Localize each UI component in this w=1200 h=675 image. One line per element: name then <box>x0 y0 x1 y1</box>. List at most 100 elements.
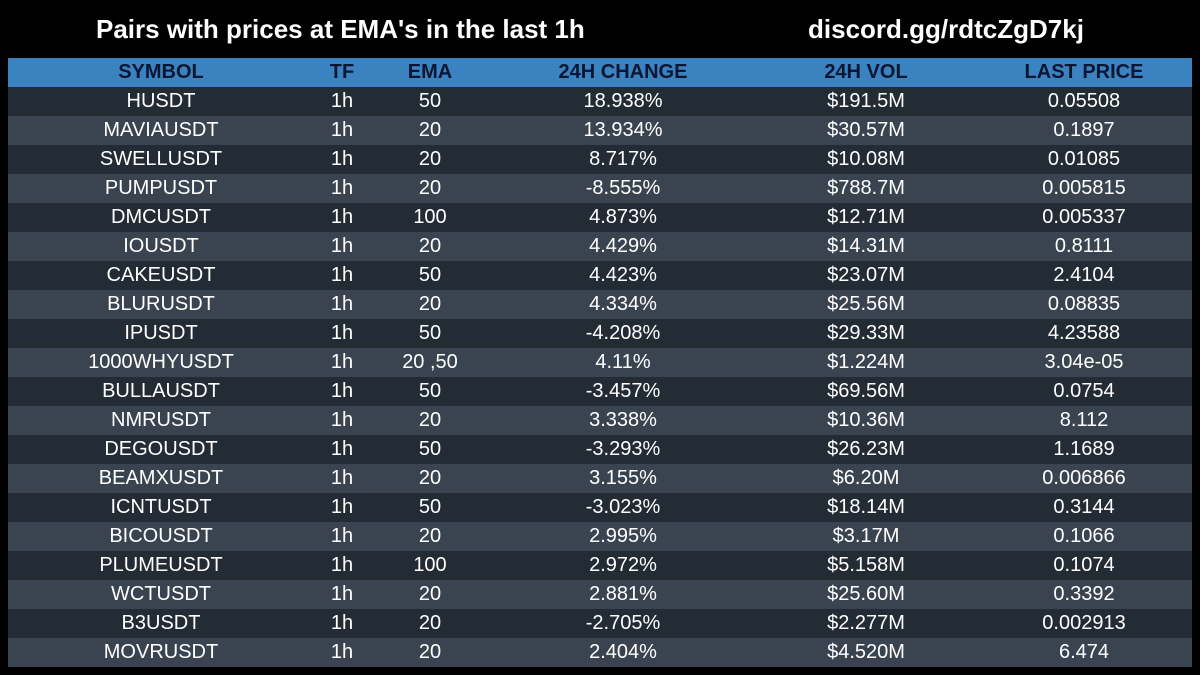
cell-24h-vol: $25.56M <box>756 290 976 319</box>
cell-24h-change: 4.429% <box>490 232 756 261</box>
cell-24h-vol: $2.277M <box>756 609 976 638</box>
cell-ema: 100 <box>370 551 490 580</box>
table-row: PUMPUSDT 1h 20 -8.555% $788.7M 0.005815 <box>8 174 1192 203</box>
cell-tf: 1h <box>314 116 370 145</box>
table-row: BLURUSDT 1h 20 4.334% $25.56M 0.08835 <box>8 290 1192 319</box>
cell-last-price: 0.002913 <box>976 609 1192 638</box>
cell-ema: 50 <box>370 319 490 348</box>
cell-ema: 20 <box>370 638 490 667</box>
table-row: WCTUSDT 1h 20 2.881% $25.60M 0.3392 <box>8 580 1192 609</box>
column-header-last-price: LAST PRICE <box>976 58 1192 87</box>
cell-last-price: 0.1897 <box>976 116 1192 145</box>
cell-24h-change: 18.938% <box>490 87 756 116</box>
cell-symbol: BEAMXUSDT <box>8 464 314 493</box>
cell-tf: 1h <box>314 551 370 580</box>
cell-last-price: 0.8111 <box>976 232 1192 261</box>
cell-ema: 20 <box>370 116 490 145</box>
cell-24h-change: 4.873% <box>490 203 756 232</box>
cell-24h-change: 2.404% <box>490 638 756 667</box>
cell-24h-vol: $14.31M <box>756 232 976 261</box>
table-row: MAVIAUSDT 1h 20 13.934% $30.57M 0.1897 <box>8 116 1192 145</box>
cell-symbol: PLUMEUSDT <box>8 551 314 580</box>
cell-24h-vol: $69.56M <box>756 377 976 406</box>
cell-ema: 50 <box>370 493 490 522</box>
cell-tf: 1h <box>314 319 370 348</box>
cell-tf: 1h <box>314 261 370 290</box>
cell-tf: 1h <box>314 377 370 406</box>
cell-24h-change: -3.457% <box>490 377 756 406</box>
column-header-tf: TF <box>314 58 370 87</box>
cell-last-price: 0.05508 <box>976 87 1192 116</box>
cell-ema: 50 <box>370 377 490 406</box>
cell-symbol: BULLAUSDT <box>8 377 314 406</box>
table-body: HUSDT 1h 50 18.938% $191.5M 0.05508 MAVIAUSDT 1… <box>8 87 1192 667</box>
table-row: PLUMEUSDT 1h 100 2.972% $5.158M 0.1074 <box>8 551 1192 580</box>
cell-last-price: 0.1066 <box>976 522 1192 551</box>
cell-24h-vol: $25.60M <box>756 580 976 609</box>
cell-symbol: DEGOUSDT <box>8 435 314 464</box>
cell-tf: 1h <box>314 87 370 116</box>
cell-symbol: ICNTUSDT <box>8 493 314 522</box>
cell-ema: 20 <box>370 232 490 261</box>
cell-24h-vol: $10.36M <box>756 406 976 435</box>
cell-symbol: BLURUSDT <box>8 290 314 319</box>
cell-tf: 1h <box>314 203 370 232</box>
table-row: DEGOUSDT 1h 50 -3.293% $26.23M 1.1689 <box>8 435 1192 464</box>
cell-symbol: MOVRUSDT <box>8 638 314 667</box>
column-header-symbol: SYMBOL <box>8 58 314 87</box>
cell-24h-change: 2.881% <box>490 580 756 609</box>
cell-24h-change: -2.705% <box>490 609 756 638</box>
cell-symbol: B3USDT <box>8 609 314 638</box>
table-row: BEAMXUSDT 1h 20 3.155% $6.20M 0.006866 <box>8 464 1192 493</box>
cell-last-price: 0.01085 <box>976 145 1192 174</box>
cell-last-price: 0.0754 <box>976 377 1192 406</box>
cell-tf: 1h <box>314 435 370 464</box>
table-row: HUSDT 1h 50 18.938% $191.5M 0.05508 <box>8 87 1192 116</box>
cell-24h-vol: $10.08M <box>756 145 976 174</box>
cell-last-price: 3.04e-05 <box>976 348 1192 377</box>
table-row: DMCUSDT 1h 100 4.873% $12.71M 0.005337 <box>8 203 1192 232</box>
cell-24h-change: -8.555% <box>490 174 756 203</box>
cell-last-price: 0.006866 <box>976 464 1192 493</box>
table-row: IOUSDT 1h 20 4.429% $14.31M 0.8111 <box>8 232 1192 261</box>
cell-last-price: 6.474 <box>976 638 1192 667</box>
cell-last-price: 0.005815 <box>976 174 1192 203</box>
cell-24h-vol: $23.07M <box>756 261 976 290</box>
table-row: IPUSDT 1h 50 -4.208% $29.33M 4.23588 <box>8 319 1192 348</box>
cell-24h-vol: $788.7M <box>756 174 976 203</box>
cell-last-price: 0.08835 <box>976 290 1192 319</box>
cell-tf: 1h <box>314 638 370 667</box>
cell-last-price: 0.1074 <box>976 551 1192 580</box>
cell-last-price: 4.23588 <box>976 319 1192 348</box>
table-row: BULLAUSDT 1h 50 -3.457% $69.56M 0.0754 <box>8 377 1192 406</box>
cell-ema: 20 <box>370 174 490 203</box>
cell-24h-vol: $12.71M <box>756 203 976 232</box>
cell-24h-change: 2.995% <box>490 522 756 551</box>
cell-tf: 1h <box>314 290 370 319</box>
cell-24h-vol: $29.33M <box>756 319 976 348</box>
discord-link[interactable]: discord.gg/rdtcZgD7kj <box>808 14 1084 44</box>
cell-ema: 20 <box>370 290 490 319</box>
cell-ema: 20 <box>370 609 490 638</box>
cell-last-price: 0.005337 <box>976 203 1192 232</box>
table-row: 1000WHYUSDT 1h 20 ,50 4.11% $1.224M 3.04e-05 <box>8 348 1192 377</box>
cell-ema: 50 <box>370 261 490 290</box>
cell-24h-vol: $3.17M <box>756 522 976 551</box>
cell-tf: 1h <box>314 580 370 609</box>
cell-24h-vol: $191.5M <box>756 87 976 116</box>
cell-24h-vol: $30.57M <box>756 116 976 145</box>
table-row: CAKEUSDT 1h 50 4.423% $23.07M 2.4104 <box>8 261 1192 290</box>
cell-last-price: 0.3392 <box>976 580 1192 609</box>
column-header-24h-vol: 24H VOL <box>756 58 976 87</box>
cell-last-price: 8.112 <box>976 406 1192 435</box>
cell-24h-vol: $18.14M <box>756 493 976 522</box>
cell-tf: 1h <box>314 464 370 493</box>
cell-24h-vol: $4.520M <box>756 638 976 667</box>
cell-symbol: HUSDT <box>8 87 314 116</box>
cell-24h-vol: $5.158M <box>756 551 976 580</box>
cell-24h-change: 3.338% <box>490 406 756 435</box>
page-title: Pairs with prices at EMA's in the last 1… <box>96 14 585 44</box>
cell-ema: 20 <box>370 145 490 174</box>
cell-symbol: WCTUSDT <box>8 580 314 609</box>
cell-symbol: PUMPUSDT <box>8 174 314 203</box>
